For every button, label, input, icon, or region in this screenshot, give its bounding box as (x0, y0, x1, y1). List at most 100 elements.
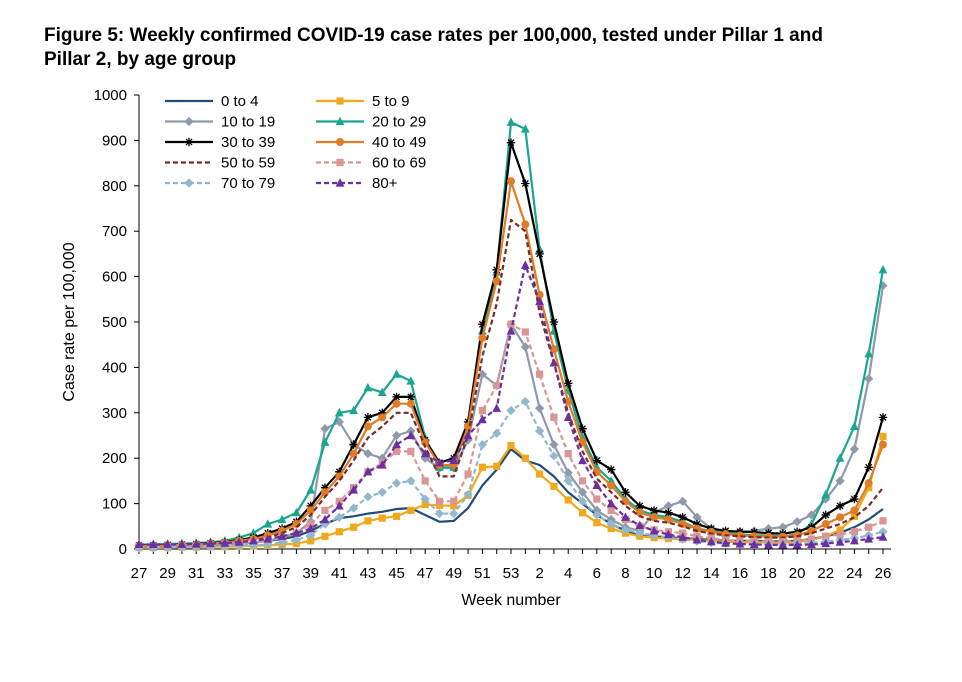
x-tick-label: 16 (732, 565, 749, 582)
legend-item: 70 to 79 (165, 175, 275, 192)
data-point (363, 467, 373, 476)
data-point (421, 500, 429, 509)
series-line (139, 400, 884, 549)
data-point (363, 413, 373, 422)
data-point (507, 320, 515, 328)
legend-marker (336, 158, 344, 167)
data-point (678, 513, 687, 522)
data-point (778, 522, 788, 532)
data-point (864, 374, 874, 384)
data-point (449, 508, 459, 519)
data-point (506, 117, 516, 126)
data-point (535, 249, 544, 259)
data-point (864, 534, 874, 543)
data-point (478, 333, 487, 342)
data-point (378, 413, 387, 422)
data-point (663, 529, 673, 539)
data-point (349, 503, 359, 513)
data-point (492, 265, 501, 274)
data-point (363, 492, 373, 502)
data-point (835, 453, 845, 462)
data-point (392, 392, 401, 402)
data-point (349, 485, 359, 494)
legend-item: 0 to 4 (165, 93, 259, 110)
y-tick-label: 400 (102, 359, 127, 376)
legend-marker (336, 138, 344, 146)
figure-title: Figure 5: Weekly confirmed COVID-19 case… (44, 25, 823, 70)
legend-marker (336, 97, 344, 105)
x-tick-label: 29 (159, 565, 176, 582)
data-point (536, 470, 544, 478)
x-tick-label: 51 (474, 565, 491, 582)
x-tick-label: 20 (789, 565, 806, 582)
data-point (378, 408, 387, 417)
legend-item: 80+ (316, 175, 398, 192)
data-point (520, 396, 530, 407)
data-point (177, 539, 187, 549)
x-tick-label: 26 (875, 565, 892, 582)
data-point (391, 478, 402, 488)
data-point (407, 447, 415, 455)
data-point (879, 440, 887, 449)
data-point (549, 439, 559, 450)
legend-label: 60 to 69 (372, 155, 426, 172)
data-point (836, 530, 844, 539)
data-point (792, 540, 802, 549)
legend-marker (335, 116, 345, 126)
data-point (836, 513, 845, 522)
data-point (635, 508, 644, 517)
data-point (849, 444, 859, 454)
x-tick-label: 49 (445, 565, 462, 582)
x-tick-label: 37 (274, 565, 291, 582)
data-point (578, 455, 587, 465)
data-point (692, 512, 702, 522)
data-point (550, 413, 558, 421)
data-point (807, 539, 816, 549)
data-point (864, 348, 874, 358)
data-point (463, 489, 473, 500)
data-point (850, 528, 858, 536)
data-point (592, 510, 602, 520)
data-point (349, 440, 358, 449)
data-point (478, 463, 486, 471)
data-point (263, 539, 273, 550)
data-point (335, 528, 343, 536)
data-point (507, 441, 515, 450)
data-point (564, 496, 572, 504)
data-point (392, 447, 401, 455)
data-point (520, 342, 530, 352)
data-point (792, 517, 802, 527)
y-axis-title: Case rate per 100,000 (61, 242, 78, 401)
series-line (139, 264, 884, 547)
data-point (649, 506, 659, 515)
data-point (635, 528, 645, 538)
data-point (678, 496, 688, 506)
legend-label: 10 to 19 (221, 114, 275, 131)
data-point (549, 317, 559, 327)
data-point (163, 539, 173, 549)
y-tick-label: 700 (102, 223, 127, 240)
legend-label: 40 to 49 (372, 134, 426, 151)
y-tick-label: 200 (102, 450, 127, 467)
x-tick-label: 6 (593, 565, 601, 582)
data-point (406, 430, 416, 440)
x-tick-label: 47 (417, 565, 434, 582)
data-point (521, 179, 530, 188)
y-tick-label: 800 (102, 178, 127, 195)
data-point (307, 537, 315, 545)
data-point (564, 450, 572, 458)
y-tick-label: 900 (102, 132, 127, 149)
data-point (706, 536, 716, 546)
data-point (621, 512, 630, 521)
x-tick-label: 18 (760, 565, 777, 582)
axes: 0 100 200 300 400 500 600 700 800 900 1000 27 29 31 33… (61, 87, 891, 609)
data-point (435, 501, 444, 510)
data-point (435, 457, 444, 467)
data-point (464, 470, 472, 478)
data-point (721, 538, 731, 547)
data-point (291, 507, 301, 517)
legend: 0 to 4 5 to 9 10 to 19 20 to 29 30 to 39 40 t… (165, 93, 426, 192)
data-point (406, 392, 416, 402)
data-point (735, 539, 745, 548)
data-point (334, 512, 344, 522)
